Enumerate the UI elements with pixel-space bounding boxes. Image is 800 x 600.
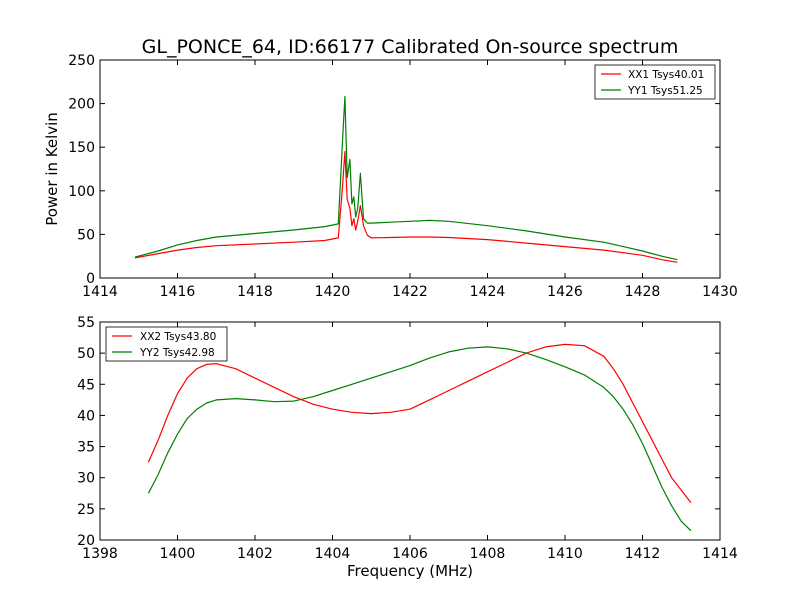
y-tick-label: 150 (68, 140, 95, 156)
y-tick-label: 20 (77, 533, 95, 549)
top-legend: XX1 Tsys40.01 YY1 Tsys51.25 (594, 64, 716, 100)
x-tick-label: 1416 (160, 284, 196, 300)
x-tick-label: 1430 (702, 284, 738, 300)
x-tick-label: 1404 (315, 546, 351, 562)
x-tick-label: 1412 (625, 546, 661, 562)
bottom-plot-ticks: 1398 1400 1402 1404 1406 1408 1410 1412 1414 20 25… (77, 315, 738, 562)
x-tick-label: 1426 (547, 284, 583, 300)
x-tick-label: 1400 (160, 546, 196, 562)
bottom-legend: XX2 Tsys43.80 YY2 Tsys42.98 (105, 326, 228, 362)
legend-label-yy2: YY2 Tsys42.98 (139, 347, 215, 359)
y-tick-label: 45 (77, 377, 95, 393)
x-tick-label: 1398 (82, 546, 118, 562)
x-tick-label: 1410 (547, 546, 583, 562)
x-tick-label: 1406 (392, 546, 428, 562)
y-tick-label: 200 (68, 97, 95, 113)
x-tick-label: 1414 (702, 546, 738, 562)
y-tick-label: 25 (77, 502, 95, 518)
y-tick-label: 250 (68, 53, 95, 69)
top-y-axis-label: Power in Kelvin (43, 112, 61, 226)
y-tick-label: 35 (77, 440, 95, 456)
legend-label-yy1: YY1 Tsys51.25 (627, 85, 703, 97)
y-tick-label: 30 (77, 471, 95, 487)
y-tick-label: 40 (77, 408, 95, 424)
bottom-legend-box (105, 326, 228, 362)
x-tick-label: 1422 (392, 284, 428, 300)
top-legend-box (594, 64, 716, 100)
y-tick-label: 0 (86, 271, 95, 287)
bottom-plot: 1398 1400 1402 1404 1406 1408 1410 1412 1414 20 25… (77, 315, 738, 580)
series-line-0-0 (134, 151, 678, 263)
chart-title: GL_PONCE_64, ID:66177 Calibrated On-sour… (142, 36, 679, 58)
x-tick-label: 1402 (237, 546, 273, 562)
y-tick-label: 100 (68, 184, 95, 200)
series-line-1-0 (147, 343, 692, 503)
y-tick-label: 50 (77, 227, 95, 243)
series-line-0-1 (134, 95, 678, 261)
legend-label-xx2: XX2 Tsys43.80 (140, 331, 216, 343)
x-tick-label: 1428 (625, 284, 661, 300)
x-tick-label: 1408 (470, 546, 506, 562)
legend-label-xx1: XX1 Tsys40.01 (628, 69, 704, 81)
top-plot-series (134, 95, 678, 263)
top-plot-ticks: 1414 1416 1418 1420 1422 1424 1426 1428 1430 0 50 1… (68, 53, 738, 300)
top-plot: 1414 1416 1418 1420 1422 1424 1426 1428 1430 0 50 1… (43, 53, 738, 300)
x-tick-label: 1420 (315, 284, 351, 300)
series-line-1-1 (147, 346, 692, 532)
x-tick-label: 1418 (237, 284, 273, 300)
x-tick-label: 1424 (470, 284, 506, 300)
x-axis-label: Frequency (MHz) (347, 562, 473, 580)
y-tick-label: 50 (77, 346, 95, 362)
y-tick-label: 55 (77, 315, 95, 331)
x-tick-label: 1414 (82, 284, 118, 300)
bottom-plot-series (147, 343, 692, 532)
